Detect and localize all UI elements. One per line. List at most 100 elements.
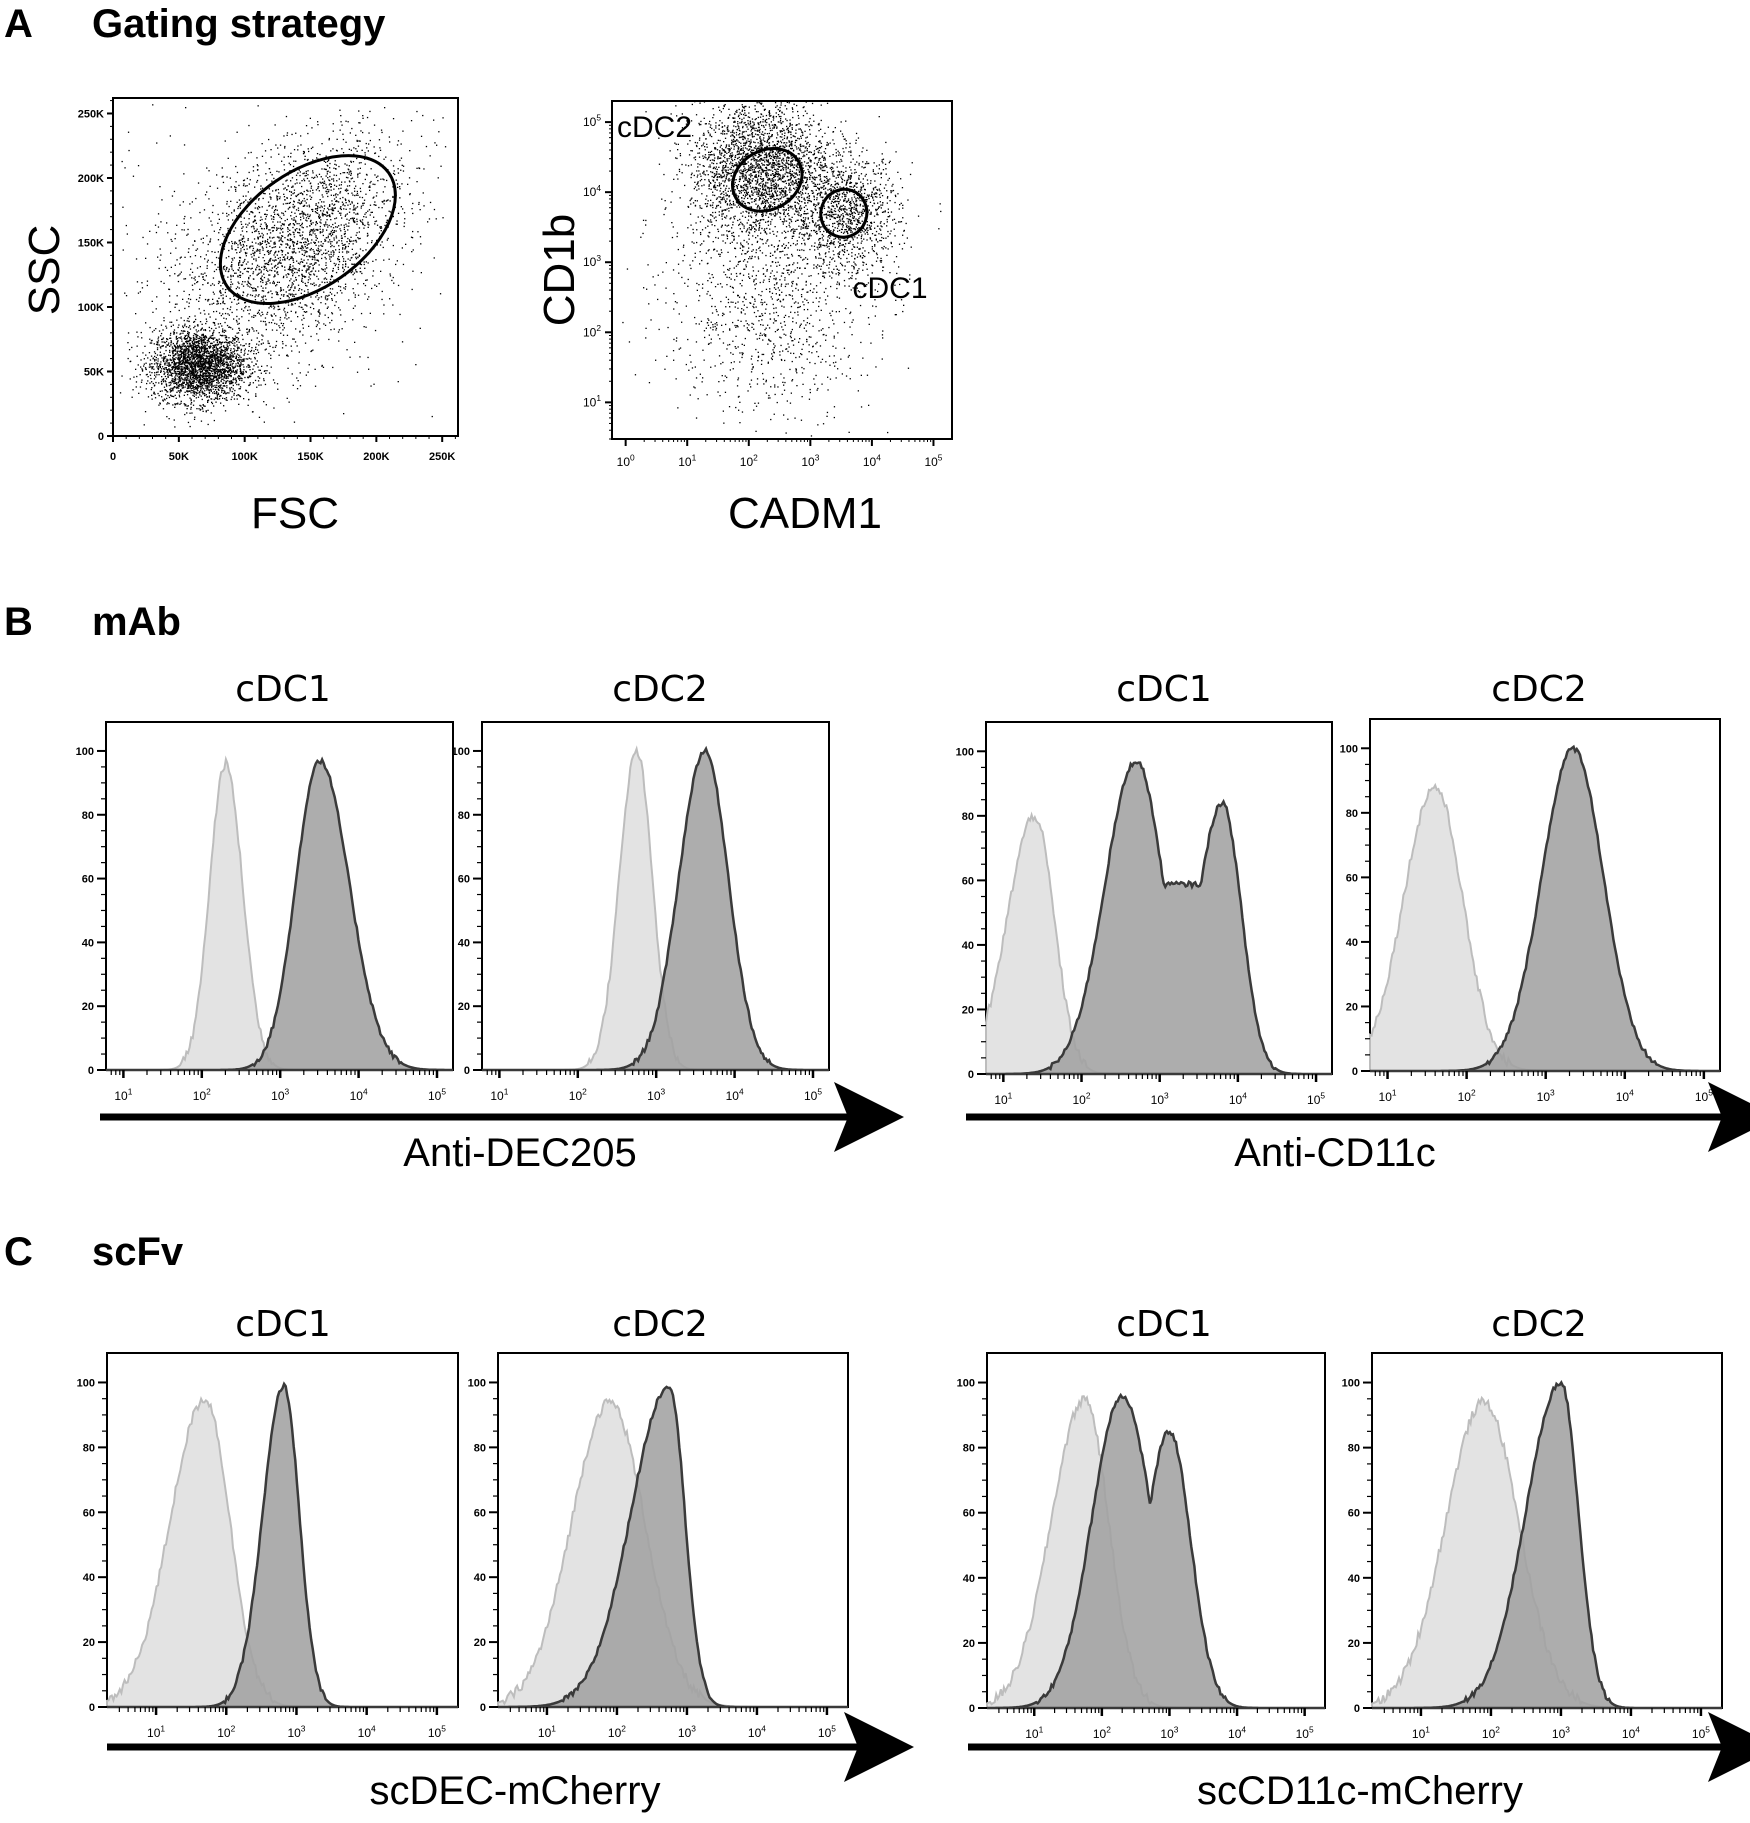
scatter-point	[225, 381, 227, 383]
scatter-point	[202, 372, 204, 374]
scatter-point	[298, 270, 300, 272]
scatter-point	[171, 346, 173, 348]
scatter-point	[159, 351, 161, 353]
scatter-point	[201, 375, 203, 377]
scatter-point	[157, 371, 159, 373]
scatter-point	[300, 242, 302, 244]
scatter-point	[225, 295, 227, 297]
scatter-point	[401, 183, 403, 185]
scatter-point	[222, 313, 224, 315]
scatter-point	[353, 208, 355, 210]
scatter-point	[222, 355, 224, 357]
scatter-point	[301, 210, 303, 213]
scatter-point	[317, 250, 319, 252]
scatter-point	[217, 378, 219, 380]
scatter-point	[228, 381, 230, 383]
scatter-point	[252, 221, 255, 223]
scatter-point	[256, 228, 258, 230]
scatter-point	[282, 212, 284, 215]
scatter-point	[167, 344, 169, 346]
scatter-point	[330, 186, 332, 188]
scatter-point	[357, 194, 359, 196]
scatter-point	[229, 369, 231, 371]
scatter-point	[222, 378, 224, 380]
scatter-point	[173, 359, 175, 362]
scatter-point	[408, 177, 411, 179]
scatter-point	[243, 248, 245, 251]
scatter-point	[371, 240, 373, 242]
scatter-point	[193, 418, 196, 420]
scatter-point	[188, 360, 190, 362]
scatter-point	[170, 382, 172, 384]
scatter-point	[160, 368, 163, 370]
scatter-point	[214, 355, 217, 357]
scatter-point	[208, 383, 210, 385]
scatter-point	[204, 351, 207, 353]
scatter-point	[242, 184, 245, 187]
scatter-point	[197, 337, 199, 340]
scatter-point	[166, 364, 168, 366]
scatter-point	[292, 226, 294, 229]
scatter-point	[254, 186, 256, 188]
scatter-point	[284, 199, 286, 201]
scatter-point	[356, 220, 358, 223]
scatter-point	[166, 269, 169, 271]
scatter-point	[223, 341, 226, 344]
scatter-point	[199, 389, 202, 392]
scatter-point	[240, 356, 242, 359]
scatter-point	[223, 405, 225, 407]
scatter-point	[188, 343, 191, 345]
scatter-point	[175, 382, 178, 384]
scatter-point	[238, 359, 240, 361]
scatter-point	[234, 371, 236, 373]
scatter-point	[202, 344, 204, 346]
scatter-point	[309, 306, 312, 309]
scatter-point	[372, 197, 374, 199]
scatter-point	[192, 337, 195, 339]
scatter-point	[225, 361, 228, 363]
scatter-point	[194, 283, 196, 285]
scatter-point	[266, 209, 268, 211]
scatter-point	[350, 171, 352, 173]
scatter-point	[162, 337, 165, 339]
scatter-point	[280, 289, 282, 291]
scatter-point	[300, 306, 302, 308]
scatter-point	[169, 337, 171, 339]
scatter-point	[237, 339, 239, 341]
scatter-point	[277, 188, 279, 191]
scatter-point	[236, 292, 239, 295]
scatter-point	[189, 374, 191, 376]
scatter-point	[385, 221, 388, 224]
scatter-point	[218, 361, 220, 363]
scatter-point	[179, 263, 181, 265]
scatter-point	[195, 346, 197, 349]
scatter-point	[180, 390, 182, 392]
scatter-point	[228, 326, 231, 328]
scatter-point	[189, 377, 191, 379]
scatter-point	[384, 224, 386, 227]
scatter-point	[333, 245, 335, 248]
scatter-point	[247, 333, 249, 335]
scatter-point	[232, 379, 234, 381]
scatter-point	[224, 291, 226, 294]
scatter-point	[208, 366, 210, 368]
scatter-point	[193, 358, 195, 360]
scatter-point	[198, 342, 201, 345]
scatter-point	[143, 365, 145, 367]
scatter-point	[215, 327, 217, 329]
scatter-point	[289, 280, 291, 282]
scatter-point	[310, 283, 312, 285]
scatter-point	[196, 334, 198, 336]
scatter-point	[177, 381, 180, 383]
scatter-point	[204, 358, 207, 360]
scatter-point	[287, 230, 289, 233]
scatter-point	[345, 141, 347, 143]
scatter-point	[311, 176, 313, 179]
scatter-point	[225, 318, 227, 320]
scatter-point	[278, 237, 280, 239]
scatter-point	[195, 394, 197, 396]
scatter-point	[229, 369, 232, 372]
scatter-point	[350, 173, 352, 175]
scatter-point	[306, 251, 308, 253]
scatter-point	[253, 228, 255, 230]
